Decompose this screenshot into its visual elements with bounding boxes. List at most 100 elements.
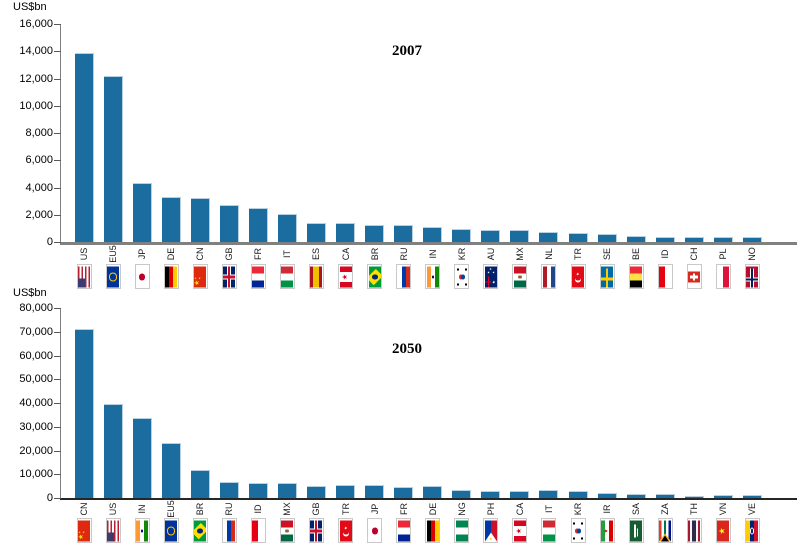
country-code-label: NO [747, 247, 758, 261]
flag-frame-ch [686, 264, 702, 289]
y-tick-label: 0 [46, 236, 53, 248]
x-tick-ch: CH [686, 246, 702, 262]
flag-tr-icon: ★ [339, 520, 352, 541]
flag-frame-se [599, 264, 615, 289]
bar-2050-ph [481, 490, 501, 498]
country-code-label: RU [224, 502, 235, 516]
country-code-label: FR [398, 503, 409, 515]
x-tick-ru: RU [221, 501, 237, 517]
country-code-label: SA [631, 502, 642, 516]
bar-2007-kr [452, 228, 472, 242]
x-tick-cn: CN [76, 501, 92, 517]
bar-2050-fr [394, 487, 414, 498]
flag-it-icon [281, 266, 294, 287]
country-code-label: FR [253, 248, 264, 260]
bar-2007-tr [568, 233, 588, 242]
x-tick-ca: CA [512, 501, 528, 517]
y-tick-label: 30,000 [19, 420, 53, 433]
country-code-label: KR [573, 502, 584, 516]
country-code-label: MX [514, 247, 525, 261]
country-code-label: EU5 [108, 245, 119, 263]
flag-es-icon [310, 266, 323, 287]
x-tick-be: BE [628, 246, 644, 262]
x-tick-us: US [105, 501, 121, 517]
x-tick-kr: KR [454, 246, 470, 262]
country-code-label: IR [602, 504, 613, 514]
flag-frame-us [76, 264, 92, 289]
x-tick-pl: PL [715, 246, 731, 262]
flag-ru-icon [397, 266, 410, 287]
y-tick-mark [54, 308, 61, 309]
bar-2050-tr [336, 484, 356, 498]
y-tick-mark [54, 51, 61, 53]
x-tick-eu5: EU5 [163, 500, 179, 518]
flag-pl-icon [717, 266, 730, 287]
bar-2050-it [539, 489, 559, 498]
bar-2007-nl [539, 231, 559, 242]
flag-frame-vn: ★ [715, 518, 731, 543]
flag-frame-ph: ★ [483, 518, 499, 543]
flag-ir-icon: ★ [601, 520, 614, 541]
country-code-label: AU [485, 247, 496, 261]
flag-frame-ru [221, 518, 237, 543]
flag-tr-icon: ★ [572, 266, 585, 287]
x-tick-fr: FR [250, 246, 266, 262]
bar-2050-mx [277, 483, 297, 498]
flag-fr-icon [397, 520, 410, 541]
flag-de-icon [426, 520, 439, 541]
flag-frame-th [686, 518, 702, 543]
flag-br-icon [194, 520, 207, 541]
x-tick-es: ES [308, 246, 324, 262]
y-tick-label: 4,000 [25, 181, 53, 194]
country-code-label: TH [689, 503, 700, 515]
country-code-label: IN [137, 504, 148, 514]
flag-gb-icon [310, 520, 323, 541]
flag-frame-br [192, 518, 208, 543]
chart-title-2050: 2050 [392, 341, 422, 357]
country-code-label: VE [747, 502, 758, 516]
bar-2050-id [248, 483, 268, 498]
country-code-label: BR [195, 502, 206, 516]
bar-2050-za [655, 493, 675, 498]
flag-frame-id [657, 264, 673, 289]
x-tick-it: IT [279, 246, 295, 262]
country-code-label: TR [573, 248, 584, 260]
flag-ch-icon [688, 266, 701, 287]
x-tick-nl: NL [541, 246, 557, 262]
country-code-label: PL [718, 248, 729, 260]
country-code-label: TR [340, 503, 351, 515]
country-code-label: DE [427, 502, 438, 516]
x-tick-ng: NG [454, 501, 470, 517]
flag-frame-eu5 [105, 264, 121, 289]
flag-frame-ve [744, 518, 760, 543]
x-tick-de: DE [425, 501, 441, 517]
bar-2007-cn [190, 198, 210, 242]
y-tick-mark [54, 187, 61, 189]
x-tick-de: DE [163, 246, 179, 262]
y-tick-label: 14,000 [19, 45, 53, 58]
x-tick-za: ZA [657, 501, 673, 517]
flag-br-icon [368, 266, 381, 287]
flag-in-icon [136, 520, 149, 541]
x-tick-ve: VE [744, 501, 760, 517]
y-tick-mark [54, 214, 61, 216]
flag-jp-icon [136, 266, 149, 287]
country-code-label: IT [282, 250, 293, 258]
bar-2050-cn [74, 329, 94, 498]
flag-frame-au: ★ ★ ★ ★ [483, 264, 499, 289]
country-code-label: VN [718, 502, 729, 516]
country-code-label: JP [369, 503, 380, 515]
bar-2007-de [161, 196, 181, 242]
y-tick-mark [54, 105, 61, 107]
flag-frame-gb [221, 264, 237, 289]
flag-frame-de [425, 518, 441, 543]
country-code-label: ES [311, 247, 322, 261]
country-code-label: ID [660, 249, 671, 259]
flag-frame-ir: ★ [599, 518, 615, 543]
country-code-label: CA [514, 502, 525, 516]
bar-2050-eu5 [161, 443, 181, 498]
y-tick-label: 80,000 [19, 302, 53, 314]
bar-2050-de [423, 485, 443, 498]
y-tick-mark [54, 160, 61, 162]
x-tick-cn: CN [192, 246, 208, 262]
